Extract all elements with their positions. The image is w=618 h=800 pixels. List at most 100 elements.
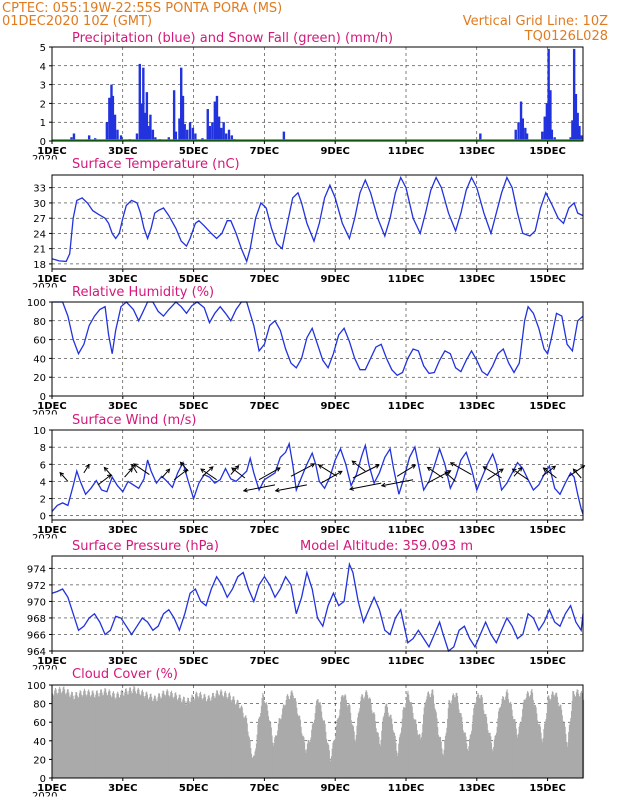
cloud-bar	[337, 718, 339, 778]
cloud-bar	[325, 739, 328, 778]
cloud-bar	[355, 741, 357, 778]
cloud-bar	[370, 704, 372, 778]
wind-arrow	[97, 474, 112, 486]
cloud-bar	[513, 719, 515, 778]
wind-frame	[51, 429, 584, 521]
cloud-bar	[318, 702, 321, 778]
cloud-bar	[214, 698, 216, 778]
cloud-bar	[341, 695, 343, 778]
cloud-bar	[522, 709, 524, 778]
precip-bar	[119, 135, 123, 141]
cloud-bar	[315, 705, 317, 778]
precip-bar	[549, 90, 552, 141]
cloud-bar	[150, 693, 152, 778]
cloud-bar	[58, 688, 60, 778]
cloud-bar	[562, 720, 564, 778]
cloud-bar	[537, 724, 539, 778]
wind-arrow-head	[179, 461, 185, 467]
wind-ytick-label: 10	[33, 426, 46, 437]
cloud-bar	[443, 749, 445, 778]
cloud-bar	[450, 703, 452, 778]
cloud-bar	[538, 724, 540, 778]
cloud-bar	[216, 690, 218, 778]
wind-arrow-head	[411, 464, 417, 469]
cloud-bar	[181, 702, 183, 778]
cloud-bar	[473, 704, 476, 778]
cloud-bar	[497, 718, 499, 778]
cloud-bar	[246, 723, 248, 778]
cloud-bar	[277, 723, 279, 778]
cloud-bar	[258, 717, 260, 778]
cloud-bar	[78, 697, 80, 778]
cloud-bar	[346, 704, 348, 778]
wind-arrow	[512, 468, 529, 481]
cloud-bar	[166, 689, 168, 778]
cloud-bar	[542, 737, 544, 778]
cloud-bar	[195, 694, 197, 778]
cloud-bar	[154, 695, 156, 778]
cloud-bar	[529, 697, 531, 778]
cloud-bar	[61, 693, 63, 778]
cloud-bar	[199, 693, 201, 778]
cloud-bar	[333, 740, 335, 778]
pressure-subtitle: Model Altitude: 359.093 m	[300, 539, 473, 554]
cloud-bar	[434, 708, 436, 778]
cloud-bar	[494, 735, 496, 778]
rh-ytick-label: 20	[33, 373, 46, 384]
cloud-bar	[446, 727, 448, 778]
cloud-bar	[265, 703, 267, 778]
precip-bar	[180, 67, 183, 141]
wind-arrow-head	[131, 463, 136, 469]
cloud-bar	[423, 707, 425, 778]
precip-bar	[541, 131, 544, 141]
cloud-bar	[258, 718, 260, 778]
cloud-bar	[120, 690, 122, 778]
cloud-bar	[196, 692, 198, 778]
cloud-bar	[343, 696, 345, 778]
cloud-bar	[437, 735, 439, 778]
cloud-bar	[493, 739, 495, 778]
cloud-bar	[338, 715, 340, 778]
wind-arrow	[381, 479, 414, 487]
cloud-bar	[390, 714, 392, 778]
cloud-bar	[422, 714, 425, 778]
wind-arrow-head	[165, 468, 171, 474]
cloud-bar	[230, 699, 232, 778]
cloud-bar	[508, 702, 510, 778]
cloud-xtick-label: 9DEC	[320, 783, 349, 794]
cloud-bar	[202, 700, 204, 778]
cloud-bar	[265, 702, 267, 778]
wind-arrow-head	[337, 470, 343, 476]
cloud-bar	[182, 699, 184, 778]
cloud-bar	[135, 694, 137, 778]
cloud-bar	[313, 719, 316, 778]
wind-arrow-head	[275, 467, 281, 472]
cloud-bar	[570, 718, 572, 778]
cloud-bar	[502, 695, 504, 778]
cloud-bar	[171, 693, 173, 778]
cloud-bar	[539, 723, 541, 778]
cloud-bar	[221, 695, 224, 778]
cloud-bar	[250, 748, 252, 778]
temp-ytick-label: 18	[33, 260, 46, 271]
cloud-bar	[392, 730, 394, 778]
header-model: TQ0126L028	[524, 29, 608, 44]
cloud-bar	[266, 704, 268, 778]
cloud-bar	[581, 693, 583, 778]
wind-arrow	[541, 465, 556, 477]
rh-title: Relative Humidity (%)	[72, 285, 214, 300]
cloud-bar	[110, 697, 112, 778]
cloud-bar	[491, 748, 493, 778]
cloud-bar	[95, 690, 98, 778]
cloud-bar	[540, 732, 542, 778]
cloud-bar	[405, 705, 407, 778]
precip-bar	[116, 129, 119, 141]
cloud-bar	[184, 700, 186, 778]
cloud-bar	[408, 694, 410, 778]
cloud-bar	[522, 702, 524, 778]
cloud-bar	[309, 741, 311, 778]
cloud-bar	[517, 737, 519, 778]
cloud-bar	[67, 689, 69, 778]
wind-arrow-head	[231, 467, 236, 472]
precip-ytick-label: 5	[40, 43, 46, 54]
